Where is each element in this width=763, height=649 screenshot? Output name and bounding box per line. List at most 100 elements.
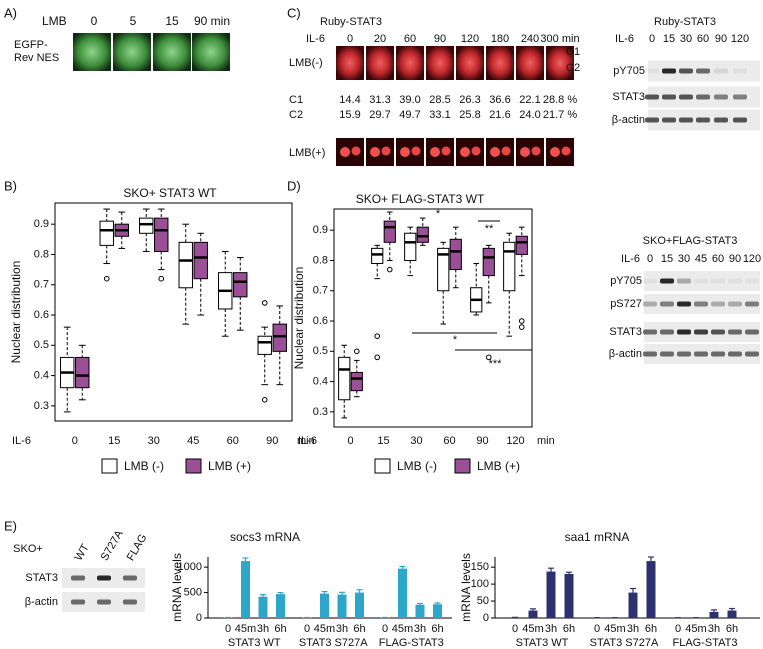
x-tick-label: 3h xyxy=(336,623,348,635)
quant-value: 31.3 xyxy=(369,94,390,106)
blot-band xyxy=(694,329,708,335)
time-label: 90 xyxy=(434,33,446,45)
chart-title: SKO+ FLAG-STAT3 WT xyxy=(356,192,485,206)
x-tick-label: 0 xyxy=(382,623,388,635)
quant-value: 28.8 % xyxy=(543,94,577,106)
blot-band xyxy=(643,351,657,357)
bar xyxy=(709,611,719,618)
legend-label: LMB (-) xyxy=(397,459,437,473)
blot-band xyxy=(733,68,747,74)
y-tick-label: 100 xyxy=(471,578,489,590)
time-label: 120 xyxy=(461,33,479,45)
blot-band xyxy=(711,301,725,307)
box xyxy=(416,226,429,243)
time-label: 0 xyxy=(347,33,353,45)
blot-band xyxy=(728,301,742,307)
bar xyxy=(355,592,364,618)
y-tick-label: 0.8 xyxy=(34,248,49,260)
legend-swatch xyxy=(454,458,471,474)
blot-background xyxy=(644,271,760,291)
quant-value: 25.8 xyxy=(459,109,480,121)
blot-band xyxy=(97,575,111,581)
quant-value: 29.7 xyxy=(369,109,390,121)
nucleus xyxy=(340,147,350,157)
x-tick-label: 60 xyxy=(443,435,455,447)
region-label: C2 xyxy=(566,62,580,74)
panel-label: B) xyxy=(4,178,17,193)
blot-title: SKO+FLAG-STAT3 xyxy=(643,235,738,247)
chart-title: saa1 mRNA xyxy=(565,530,630,544)
significance-label: *** xyxy=(489,358,503,370)
panel-label: E) xyxy=(4,518,17,533)
blot-band xyxy=(696,68,710,74)
blot-band xyxy=(677,329,691,335)
y-tick-label: 0.9 xyxy=(313,224,328,236)
bar xyxy=(528,610,538,618)
x-tick-label: 45m xyxy=(314,623,335,635)
lane-label: WT xyxy=(73,542,92,563)
blot-band xyxy=(677,278,691,284)
x-tick-label: 45 xyxy=(187,435,199,447)
lane-label: 60 xyxy=(697,33,709,45)
y-tick-label: 0.5 xyxy=(313,345,328,357)
x-tick-label: 0 xyxy=(675,623,681,635)
bar xyxy=(646,561,656,618)
x-tick-label: 6h xyxy=(274,623,286,635)
x-tick-label: 3h xyxy=(257,623,269,635)
lane-label: 30 xyxy=(678,253,690,265)
x-tick-label: 0 xyxy=(225,623,231,635)
blot-band xyxy=(711,329,725,335)
x-tick-label: 6h xyxy=(353,623,365,635)
outlier xyxy=(103,275,110,282)
box xyxy=(503,241,516,292)
stimulus-label: IL-6 xyxy=(615,33,634,45)
micrograph xyxy=(486,46,514,80)
nucleus xyxy=(550,147,560,157)
outlier xyxy=(261,397,268,403)
x-tick-label: 0 xyxy=(347,435,353,447)
lane-label: 90 xyxy=(715,33,727,45)
blot-title: Ruby-STAT3 xyxy=(654,16,716,28)
x-tick-label: 90 xyxy=(476,435,488,447)
blot-band xyxy=(714,117,728,123)
blot-band xyxy=(714,94,728,100)
y-tick-label: 0.6 xyxy=(34,309,49,321)
blot-band xyxy=(660,351,674,357)
blot-band xyxy=(711,351,725,357)
blot-band xyxy=(660,278,674,284)
blot-band xyxy=(728,351,742,357)
lane-label: 15 xyxy=(661,253,673,265)
x-tick-label: 30 xyxy=(148,435,160,447)
bar xyxy=(276,594,285,618)
box xyxy=(178,241,193,289)
y-tick-label: 0.5 xyxy=(34,339,49,351)
bar xyxy=(241,561,250,618)
y-tick-label: 0.3 xyxy=(313,406,328,418)
x-tick-label: 45m xyxy=(685,623,706,635)
micrograph xyxy=(426,46,454,80)
nucleus xyxy=(351,146,361,156)
row-label: Rev NES xyxy=(14,52,59,64)
box xyxy=(404,232,417,261)
time-label: 5 xyxy=(130,14,137,28)
bar xyxy=(258,596,268,618)
x-tick-label: 15 xyxy=(377,435,389,447)
row-label: pS727 xyxy=(610,298,642,310)
quant-value: 36.6 xyxy=(489,94,510,106)
lane-label: 15 xyxy=(663,33,675,45)
x-axis-label: IL-6 xyxy=(298,435,317,447)
region-label: C1 xyxy=(566,46,580,58)
blot-band xyxy=(662,68,676,74)
blot-band xyxy=(123,575,137,581)
x-tick-label: 15 xyxy=(108,435,120,447)
nucleus xyxy=(561,146,571,156)
x-tick-label: 45m xyxy=(604,623,625,635)
quant-value: 49.7 xyxy=(399,109,420,121)
x-tick-label: 0 xyxy=(594,623,600,635)
outlier xyxy=(518,324,525,330)
blot-band xyxy=(645,117,659,123)
treatment-label: LMB xyxy=(42,14,67,28)
time-label: 60 xyxy=(404,33,416,45)
x-tick-label: 0 xyxy=(72,435,78,447)
y-tick-label: 0 xyxy=(483,612,489,624)
